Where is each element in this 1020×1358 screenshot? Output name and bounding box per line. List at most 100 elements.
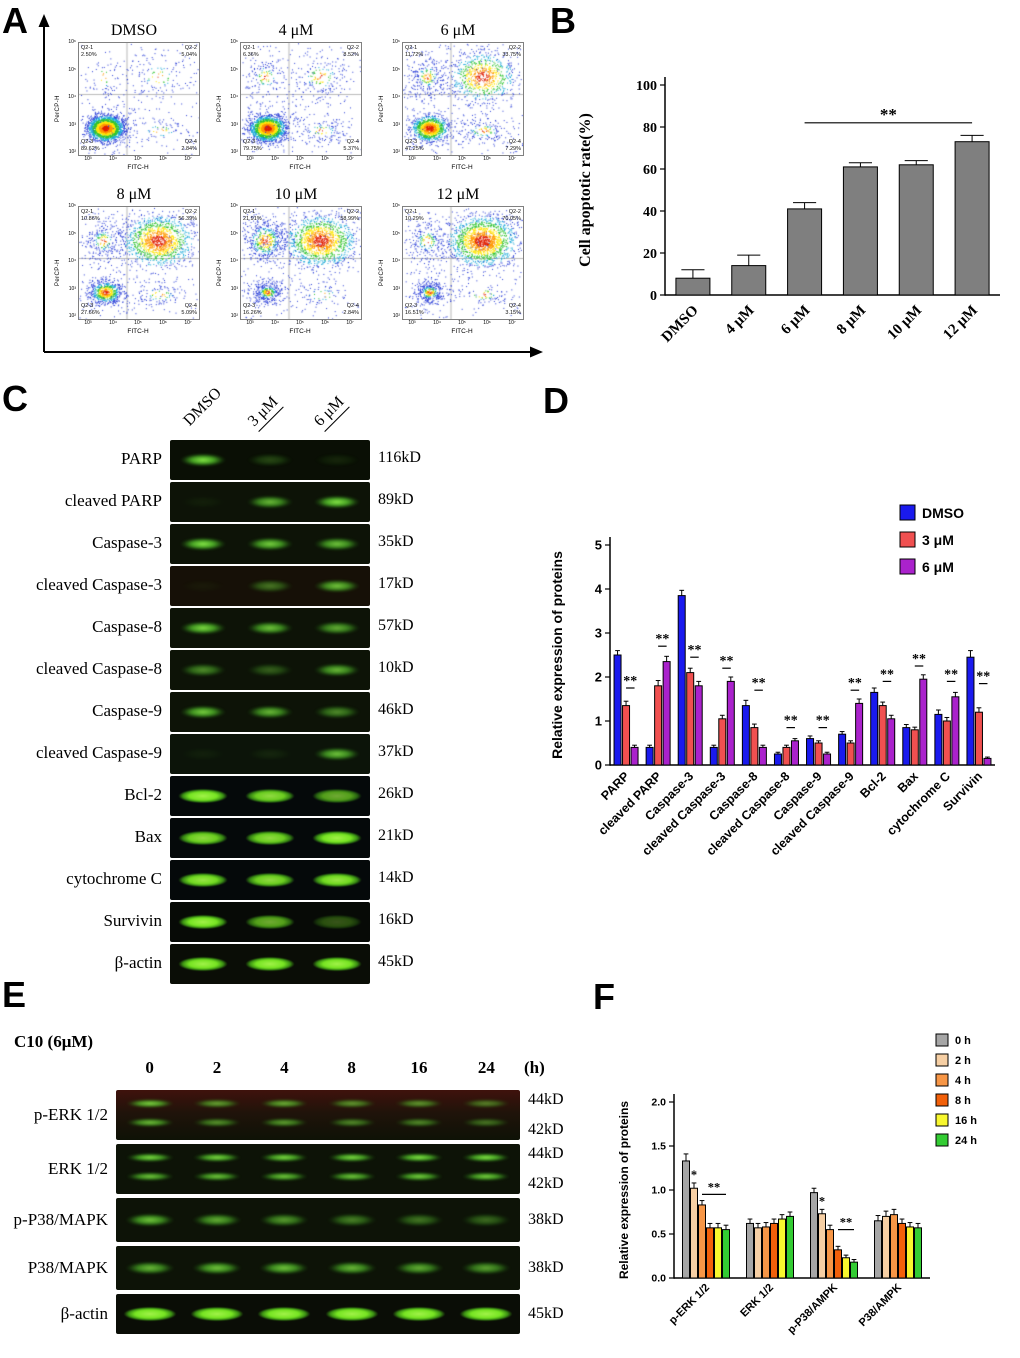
quadrant-label: Q2-3 89.62%: [81, 139, 100, 153]
blot-band: [321, 1260, 382, 1276]
blot-strip: [116, 1246, 520, 1290]
y-tick-label: 40: [643, 205, 657, 220]
legend-swatch: [935, 1033, 949, 1047]
y-tick-label: 1.5: [651, 1141, 666, 1153]
bar: [645, 746, 654, 766]
flow-x-tick: 10⁴: [271, 320, 279, 326]
flow-x-tick: 10³: [246, 156, 254, 162]
significance-text: **: [880, 105, 897, 124]
blot-band: [309, 956, 365, 972]
bar: [630, 746, 639, 766]
flow-y-tick: 10⁴: [68, 94, 76, 100]
blot-band: [175, 452, 231, 468]
protein-label: cleaved Caspase-9: [35, 743, 162, 762]
y-tick-label: 1.0: [651, 1185, 666, 1197]
bar: [806, 738, 815, 766]
blot-band: [187, 1212, 247, 1228]
quadrant-label: Q2-3 16.26%: [243, 303, 262, 317]
flow-x-tick: 10⁴: [109, 156, 117, 162]
bar: [887, 718, 896, 766]
flow-plot: Q2-1 21.91% Q2-2 58.99% Q2-3 16.26% Q2-4 2.…: [240, 206, 362, 320]
blot-band: [309, 662, 365, 678]
blot-strip: [170, 524, 370, 564]
panel-f-chart: 0.0 0.5 1.0 1.5 2.0 Relative expression of pr…: [617, 1033, 977, 1336]
protein-label: cytochrome C: [66, 869, 162, 888]
bar: [919, 678, 928, 766]
protein-label: Caspase-3: [92, 533, 162, 552]
protein-label: Survivin: [103, 911, 162, 930]
category-label: 6 μM: [778, 303, 813, 338]
flow-x-tick: 10⁶: [159, 156, 167, 162]
blot-band: [188, 1152, 246, 1163]
flow-x-tick: 10⁷: [346, 320, 354, 326]
flow-y-tick: 10⁶: [68, 39, 76, 45]
flow-y-tick: 10⁴: [68, 258, 76, 264]
blot-band: [390, 1152, 448, 1163]
significance-text: **: [944, 667, 958, 682]
quadrant-label: Q2-4 5.37%: [343, 139, 359, 153]
legend-swatch: [935, 1133, 949, 1147]
blot-band: [309, 788, 365, 804]
bar: [686, 672, 695, 766]
blot-strip: [170, 650, 370, 690]
flow-x-axis-label: FITC-H: [289, 328, 311, 335]
bar: [846, 742, 855, 766]
flow-y-tick: 10²: [230, 149, 238, 155]
bar: [675, 277, 711, 296]
bar: [731, 265, 767, 296]
category-label: p-ERK 1/2: [667, 1282, 712, 1327]
protein-label: Bax: [134, 827, 162, 846]
bar: [934, 713, 943, 766]
category-label: P38/AMPK: [857, 1282, 904, 1329]
quadrant-label: Q2-2 8.52%: [343, 45, 359, 58]
blot-band: [175, 914, 231, 930]
flow-y-tick: 10³: [392, 285, 400, 292]
bar: [914, 1227, 922, 1279]
bar: [654, 685, 663, 766]
significance-text: **: [976, 670, 990, 685]
blot-band: [457, 1098, 516, 1109]
significance-text: **: [840, 1216, 853, 1230]
category-label: 12 μM: [940, 303, 981, 344]
quadrant-label: Q2-2 33.75%: [502, 45, 521, 58]
blot-band: [456, 1260, 517, 1276]
flow-x-tick: 10⁵: [134, 320, 142, 326]
blot-band: [309, 452, 365, 468]
significance-text: **: [784, 714, 798, 729]
flow-y-tick: 10⁵: [68, 66, 76, 73]
blot-band: [309, 830, 365, 846]
flow-cell: 4 μM PerCP-H Q2-1 6.36% Q2-2 8.52% Q2-3 79.7…: [214, 22, 372, 176]
blot-strip: [116, 1198, 520, 1242]
flow-cell: 8 μM PerCP-H Q2-1 10.86% Q2-2 56.39% Q2-3 27…: [52, 186, 210, 340]
blot-band: [389, 1212, 449, 1228]
time-point-label: 4: [280, 1058, 289, 1077]
flow-plot: Q2-1 11.72% Q2-2 33.75% Q2-3 47.25% Q2-4 7.…: [402, 42, 524, 156]
blot-band: [242, 872, 298, 888]
kd-label: 26kD: [378, 785, 414, 802]
blot-band: [242, 578, 298, 594]
flow-y-tick: 10⁴: [392, 258, 400, 264]
flow-y-tick: 10⁵: [392, 66, 400, 73]
blot-band: [187, 1260, 247, 1276]
blot-band: [175, 788, 231, 804]
flow-x-tick: 10⁵: [458, 156, 466, 162]
lane-header: 6 μM: [310, 393, 350, 432]
flow-plot-title: 10 μM: [274, 186, 318, 203]
flow-y-tick: 10³: [68, 121, 76, 128]
bar: [902, 727, 911, 766]
y-tick-label: 2: [595, 670, 602, 685]
flow-scatter-canvas: [403, 43, 523, 155]
bar: [718, 718, 727, 766]
bar: [834, 1249, 842, 1279]
flow-cell: 10 μM PerCP-H Q2-1 21.91% Q2-2 58.99% Q2-3 1…: [214, 186, 372, 340]
legend-label: 24 h: [955, 1135, 977, 1147]
blot-band: [242, 830, 298, 846]
bar: [890, 1214, 898, 1279]
panel-f-label: F: [593, 976, 615, 1017]
kd-label: 35kD: [378, 533, 414, 550]
blot-band: [175, 620, 231, 636]
blot-band: [120, 1152, 179, 1163]
quadrant-label: Q2-2 58.99%: [340, 209, 359, 222]
bar: [622, 705, 631, 766]
kd-label: 46kD: [378, 701, 414, 718]
